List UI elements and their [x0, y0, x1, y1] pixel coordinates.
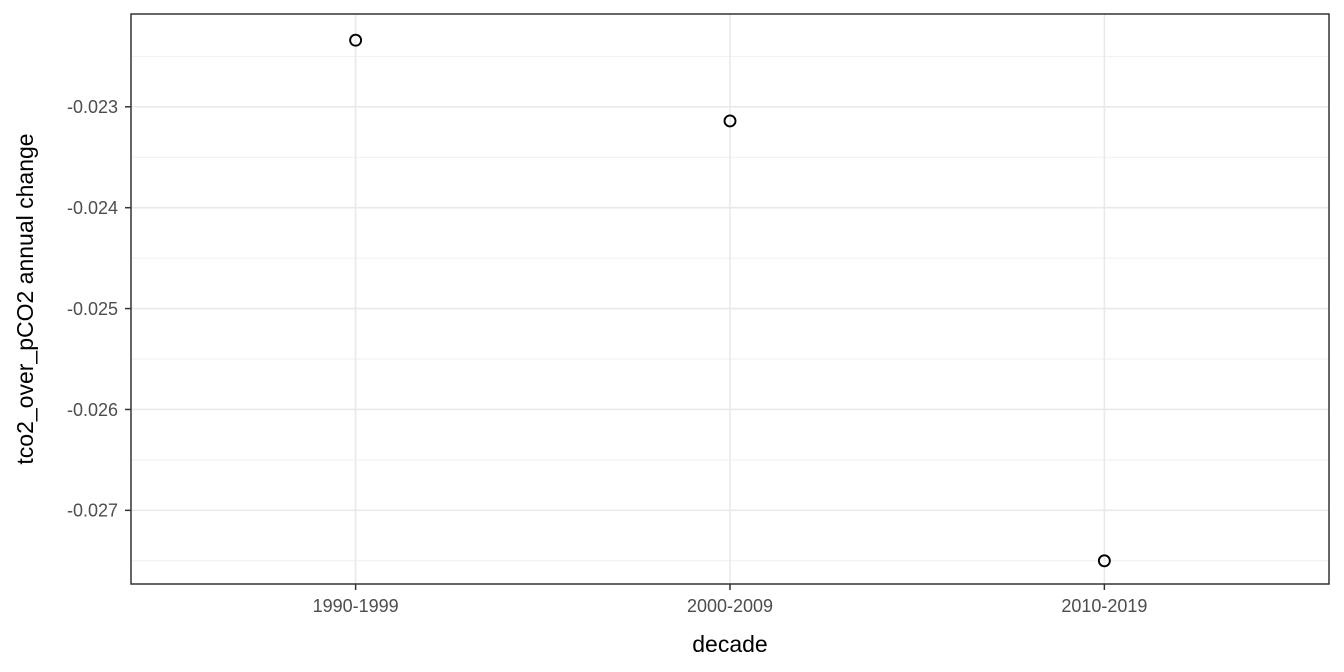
grid-major-lines	[131, 14, 1329, 584]
data-point	[723, 114, 737, 128]
data-point	[1097, 554, 1111, 568]
x-axis-title: decade	[692, 631, 767, 657]
y-tick-label: -0.027	[67, 501, 118, 521]
x-tick-label: 2000-2009	[687, 596, 773, 616]
axis-tick-marks	[125, 106, 1106, 590]
y-axis-title: tco2_over_pCO2 annual change	[12, 133, 38, 464]
data-points	[349, 33, 1111, 568]
data-point	[349, 33, 363, 47]
y-tick-label: -0.024	[67, 198, 118, 218]
x-tick-label: 2010-2019	[1061, 596, 1147, 616]
axis-tick-labels: -0.023 -0.024 -0.025 -0.026 -0.027 1990-1999 2…	[67, 97, 1147, 616]
y-tick-label: -0.026	[67, 400, 118, 420]
y-tick-label: -0.025	[67, 299, 118, 319]
x-tick-label: 1990-1999	[313, 596, 399, 616]
y-tick-label: -0.023	[67, 97, 118, 117]
